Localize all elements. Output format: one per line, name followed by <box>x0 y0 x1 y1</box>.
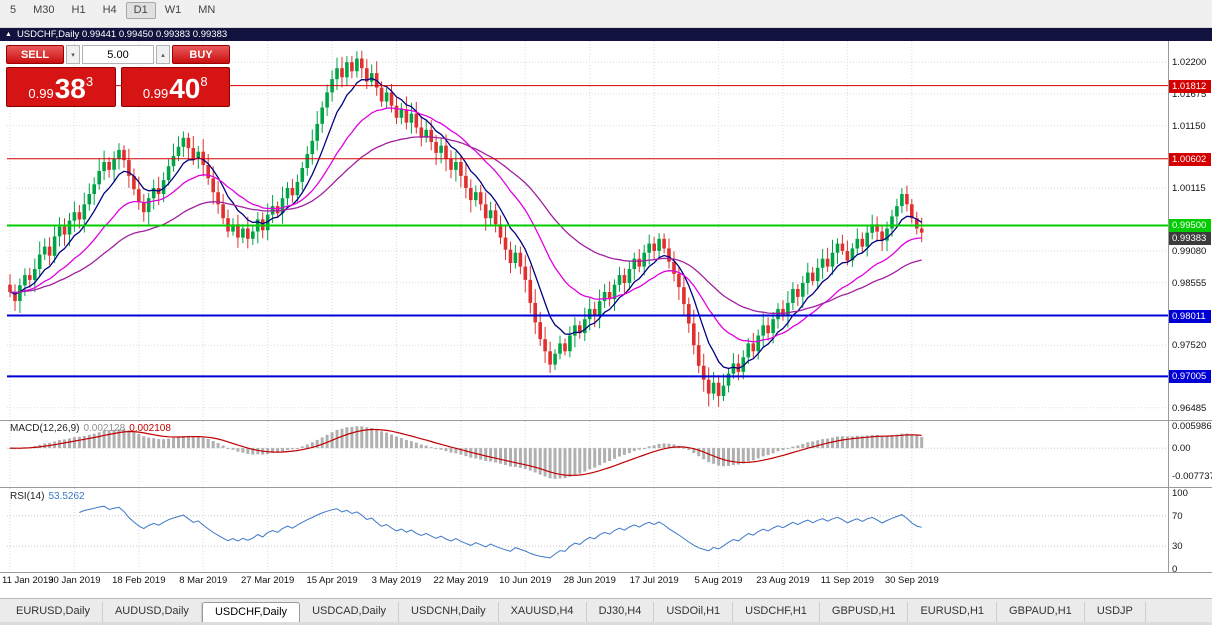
symbol-tab-bar: EURUSD,Daily AUDUSD,Daily USDCHF,Daily USDC… <box>0 598 1212 622</box>
rsi-indicator-label: RSI(14) 53.5262 <box>10 491 85 502</box>
tab-usdchf-daily[interactable]: USDCHF,Daily <box>201 602 301 622</box>
time-axis-label: 8 Mar 2019 <box>179 575 228 586</box>
price-line-label: 0.97005 <box>1169 370 1211 384</box>
macd-pane <box>7 426 1168 479</box>
macd-main-value: 0.002128 <box>83 423 126 434</box>
time-axis-label: 23 Aug 2019 <box>756 575 810 586</box>
rsi-value: 53.5262 <box>48 491 85 502</box>
tab-xauusd-h4[interactable]: XAUUSD,H4 <box>499 602 587 622</box>
price-axis[interactable]: 1.02200 1.01675 1.01150 1.00115 0.99080 0.985… <box>1169 0 1212 625</box>
buy-button[interactable]: BUY <box>172 45 230 64</box>
macd-name: MACD(12,26,9) <box>10 423 80 434</box>
price-axis-label: 1.01150 <box>1172 120 1206 132</box>
rsi-name: RSI(14) <box>10 491 45 502</box>
price-line-label: 1.01812 <box>1169 79 1211 93</box>
one-click-trading-panel: SELL ▾ 5.00 ▴ BUY 0.99 38 3 0.99 40 8 <box>6 45 230 107</box>
lot-size-field[interactable]: 5.00 <box>82 45 154 64</box>
timeframe-button-mn[interactable]: MN <box>198 4 216 16</box>
timeframe-button-w1[interactable]: W1 <box>164 4 182 16</box>
price-line-label: 1.00602 <box>1169 152 1211 166</box>
price-line-label: 0.98011 <box>1169 309 1211 323</box>
lot-spin-down-icon[interactable]: ▾ <box>66 45 80 64</box>
timeframe-button-h1[interactable]: H1 <box>71 4 86 16</box>
rsi-axis-label: 0 <box>1172 564 1178 575</box>
sell-button[interactable]: SELL <box>6 45 64 64</box>
ask-pipette: 8 <box>200 74 208 89</box>
price-axis-label: 1.00115 <box>1172 183 1206 195</box>
rsi-axis-label: 30 <box>1172 541 1183 553</box>
ask-big-digits: 40 <box>169 73 201 104</box>
macd-indicator-label: MACD(12,26,9) 0.002128 0.002108 <box>10 423 171 434</box>
time-axis-label: 11 Jan 2019 <box>2 575 54 586</box>
timeframe-toolbar: 5 M30 H1 H4 D1 W1 MN <box>0 0 1212 28</box>
bid-price-box[interactable]: 0.99 38 3 <box>6 67 116 107</box>
tab-gbpusd-h1[interactable]: GBPUSD,H1 <box>820 602 909 622</box>
chart-title: USDCHF,Daily 0.99441 0.99450 0.99383 0.9… <box>16 29 228 40</box>
horizontal-line-objects <box>7 85 1168 378</box>
timeframe-button-5[interactable]: 5 <box>10 4 17 16</box>
time-axis-label: 17 Jul 2019 <box>629 575 679 586</box>
tab-dj30-h4[interactable]: DJ30,H4 <box>587 602 655 622</box>
ask-prefix: 0.99 <box>142 86 169 101</box>
time-axis-label: 18 Feb 2019 <box>112 575 166 586</box>
ma-line-21 <box>9 107 922 343</box>
bid-pipette: 3 <box>85 74 94 89</box>
chart-marker-icon: ▲ <box>5 31 12 38</box>
tab-gbpaud-h1[interactable]: GBPAUD,H1 <box>997 602 1085 622</box>
time-axis-label: 22 May 2019 <box>433 575 489 586</box>
tab-usdcnh-daily[interactable]: USDCNH,Daily <box>399 602 499 622</box>
tab-usdjp[interactable]: USDJP <box>1085 602 1146 622</box>
time-axis-label: 11 Sep 2019 <box>820 575 874 586</box>
price-axis-label: 1.02200 <box>1172 57 1207 69</box>
time-axis-label: 28 Jun 2019 <box>563 575 616 586</box>
macd-signal-value: 0.002108 <box>129 423 171 434</box>
bid-big-digits: 38 <box>54 73 86 104</box>
time-axis-label: 3 May 2019 <box>371 575 422 586</box>
tab-usdcad-daily[interactable]: USDCAD,Daily <box>300 602 400 622</box>
time-axis-label: 15 Apr 2019 <box>306 575 358 586</box>
time-axis-label: 5 Aug 2019 <box>694 575 743 586</box>
price-axis-label: 1.01675 <box>1172 88 1207 100</box>
price-line-label: 0.99383 <box>1169 232 1211 246</box>
timeframe-button-d1[interactable]: D1 <box>125 2 156 19</box>
price-axis-label: 0.96485 <box>1172 402 1207 414</box>
tab-usdchf-h1[interactable]: USDCHF,H1 <box>733 602 820 622</box>
timeframe-button-h4[interactable]: H4 <box>102 4 117 16</box>
chart-title-bar: ▲ USDCHF,Daily 0.99441 0.99450 0.99383 0… <box>0 28 1212 41</box>
macd-axis-label: 0.005986 <box>1172 421 1212 433</box>
tab-usdoil-h1[interactable]: USDOil,H1 <box>654 602 734 622</box>
tab-audusd-daily[interactable]: AUDUSD,Daily <box>103 602 202 622</box>
time-axis-label: 10 Jun 2019 <box>499 575 552 586</box>
price-line-label: 0.99500 <box>1169 219 1211 233</box>
candles-layer <box>8 50 924 407</box>
bottom-strip <box>0 622 1212 625</box>
gridlines <box>7 41 1168 571</box>
price-axis-label: 0.97520 <box>1172 340 1207 352</box>
rsi-axis-label: 70 <box>1172 510 1183 522</box>
time-axis-label: 27 Mar 2019 <box>240 575 295 586</box>
tab-eurusd-daily[interactable]: EURUSD,Daily <box>4 602 103 622</box>
ma-line-8 <box>9 77 923 370</box>
rsi-axis-label: 100 <box>1172 488 1188 499</box>
ask-price-box[interactable]: 0.99 40 8 <box>120 67 230 107</box>
macd-axis-label: -0.007737 <box>1172 471 1212 483</box>
tab-eurusd-h1[interactable]: EURUSD,H1 <box>908 602 998 622</box>
rsi-pane <box>7 505 1168 559</box>
lot-spin-up-icon[interactable]: ▴ <box>156 45 170 64</box>
pane-separators <box>0 41 1212 573</box>
time-axis-label: 30 Sep 2019 <box>884 575 939 586</box>
timeframe-button-m30[interactable]: M30 <box>33 4 55 16</box>
price-axis-label: 0.98555 <box>1172 277 1207 289</box>
time-axis[interactable]: 11 Jan 2019 30 Jan 2019 18 Feb 2019 8 Mar 2… <box>0 574 1168 590</box>
time-axis-label: 30 Jan 2019 <box>48 575 101 586</box>
macd-axis-label: 0.00 <box>1172 443 1191 455</box>
price-axis-label: 0.99080 <box>1172 245 1207 257</box>
bid-prefix: 0.99 <box>28 86 54 101</box>
